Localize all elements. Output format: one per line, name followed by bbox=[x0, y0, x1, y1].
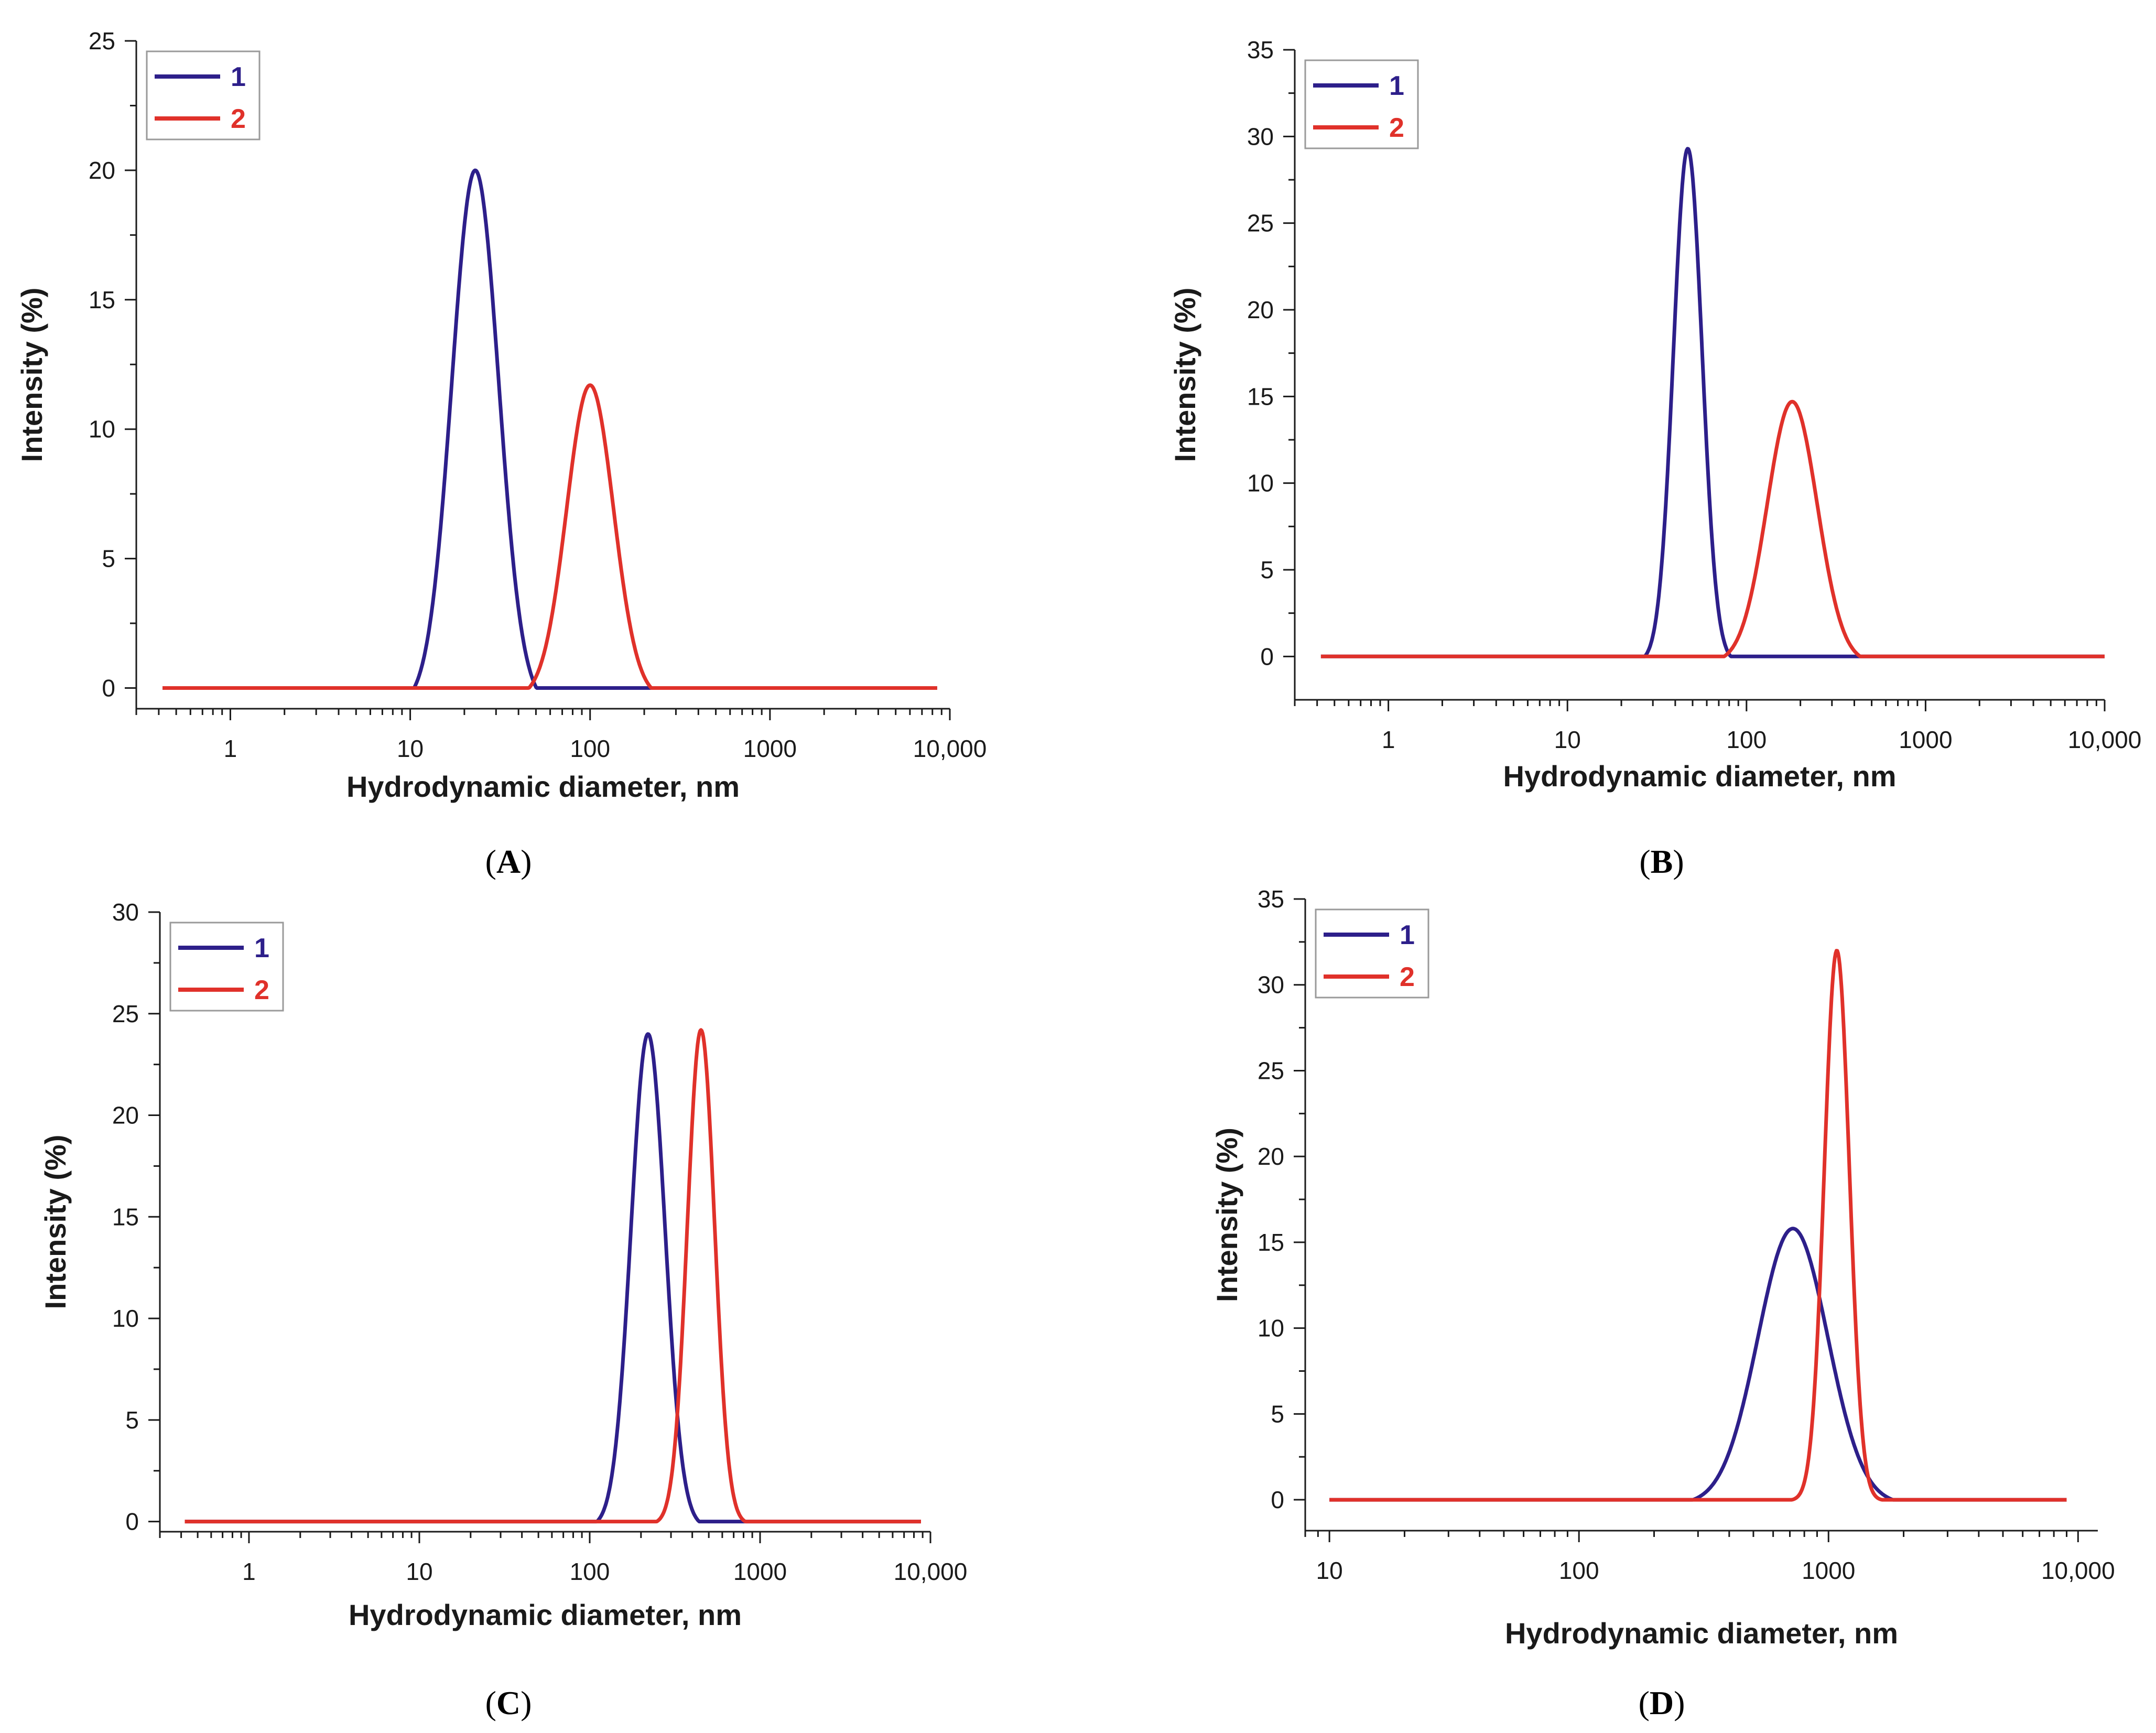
x-axis-title: Hydrodynamic diameter, nm bbox=[1503, 760, 1896, 793]
y-tick-label: 15 bbox=[1258, 1229, 1284, 1256]
x-tick-label: 100 bbox=[1559, 1557, 1599, 1584]
y-tick-label: 5 bbox=[1271, 1400, 1284, 1427]
y-tick-label: 0 bbox=[102, 674, 115, 701]
legend-box bbox=[146, 50, 261, 140]
y-axis-title: Intensity (%) bbox=[1168, 288, 1201, 462]
legend-label-1: 1 bbox=[1389, 71, 1404, 101]
x-tick-label: 100 bbox=[570, 1558, 610, 1585]
y-tick-label: 15 bbox=[1247, 383, 1274, 410]
y-tick-label: 25 bbox=[1258, 1057, 1284, 1084]
x-tick-label: 1 bbox=[1382, 726, 1395, 753]
series-2-line bbox=[1320, 399, 2106, 658]
x-tick-label: 100 bbox=[1726, 726, 1767, 753]
x-tick-label: 10 bbox=[406, 1558, 432, 1585]
series-1-line bbox=[183, 1032, 922, 1524]
y-tick-label: 15 bbox=[112, 1203, 139, 1230]
y-tick-label: 25 bbox=[89, 27, 115, 55]
legend-box bbox=[169, 922, 284, 1012]
y-tick-label: 5 bbox=[125, 1406, 139, 1434]
panel-label: (C) bbox=[485, 1684, 532, 1721]
x-tick-label: 10,000 bbox=[913, 735, 987, 762]
chart-panel-b: 0 5 10 15 20 25 30 35 1 10 100 1000 10,000 Hydrodynam… bbox=[1168, 36, 2141, 880]
x-axis-title: Hydrodynamic diameter, nm bbox=[346, 770, 740, 803]
y-tick-label: 35 bbox=[1247, 36, 1274, 63]
panel-label: (D) bbox=[1639, 1684, 1685, 1721]
legend-label-2: 2 bbox=[254, 975, 269, 1005]
series-2-line bbox=[1328, 949, 2068, 1502]
y-tick-label: 25 bbox=[1247, 210, 1274, 237]
y-tick-label: 30 bbox=[1258, 971, 1284, 999]
legend-label-1: 1 bbox=[231, 62, 246, 92]
y-tick-label: 10 bbox=[112, 1305, 139, 1332]
panel-label: (A) bbox=[485, 843, 532, 880]
y-axis-title: Intensity (%) bbox=[1210, 1128, 1243, 1302]
y-tick-label: 20 bbox=[1258, 1143, 1284, 1170]
y-tick-label: 20 bbox=[89, 157, 115, 184]
x-tick-label: 10,000 bbox=[894, 1558, 968, 1585]
chart-panel-d: 0 5 10 15 20 25 30 35 10 100 1000 10,000 Hydrodynami… bbox=[1210, 885, 2115, 1721]
y-axis-title: Intensity (%) bbox=[39, 1135, 72, 1309]
series-2-line bbox=[183, 1028, 922, 1524]
x-tick-label: 1 bbox=[224, 735, 237, 762]
y-axis-title: Intensity (%) bbox=[15, 288, 48, 462]
y-tick-label: 30 bbox=[112, 898, 139, 926]
x-tick-label: 1 bbox=[242, 1558, 256, 1585]
legend-label-1: 1 bbox=[1400, 920, 1415, 950]
x-tick-label: 10 bbox=[1554, 726, 1581, 753]
chart-panel-c: 0 5 10 15 20 25 30 1 10 100 1000 10,000 Hydrodynamic… bbox=[39, 898, 967, 1721]
y-tick-label: 35 bbox=[1258, 885, 1284, 913]
x-tick-label: 10,000 bbox=[2041, 1557, 2115, 1584]
y-tick-label: 10 bbox=[1258, 1315, 1284, 1342]
x-tick-label: 1000 bbox=[1802, 1557, 1855, 1584]
y-tick-label: 15 bbox=[89, 286, 115, 313]
legend-box bbox=[1304, 59, 1419, 149]
y-tick-label: 20 bbox=[1247, 296, 1274, 323]
x-tick-label: 1000 bbox=[1899, 726, 1952, 753]
y-tick-label: 0 bbox=[125, 1508, 139, 1535]
x-tick-label: 1000 bbox=[733, 1558, 787, 1585]
y-tick-label: 10 bbox=[1247, 470, 1274, 497]
x-axis-title: Hydrodynamic diameter, nm bbox=[1505, 1617, 1898, 1650]
panel-label: (B) bbox=[1639, 843, 1684, 880]
y-tick-label: 0 bbox=[1260, 643, 1274, 670]
series-1-line bbox=[1328, 1227, 2068, 1502]
y-tick-label: 5 bbox=[1260, 556, 1274, 583]
x-tick-label: 10 bbox=[1316, 1557, 1343, 1584]
x-tick-label: 10 bbox=[397, 735, 424, 762]
x-axis-title: Hydrodynamic diameter, nm bbox=[349, 1598, 742, 1631]
legend-label-2: 2 bbox=[1400, 962, 1415, 992]
y-tick-label: 0 bbox=[1271, 1486, 1284, 1513]
x-tick-label: 10,000 bbox=[2068, 726, 2142, 753]
series-1-line bbox=[161, 168, 938, 690]
legend-box bbox=[1315, 908, 1429, 999]
legend-label-2: 2 bbox=[1389, 113, 1404, 143]
y-tick-label: 5 bbox=[102, 545, 115, 572]
chart-panel-a: 0 5 10 15 20 25 1 10 100 1000 10,000 Hydrodynamic d… bbox=[15, 27, 987, 880]
y-tick-label: 20 bbox=[112, 1102, 139, 1129]
x-tick-label: 100 bbox=[570, 735, 610, 762]
series-2-line bbox=[161, 383, 938, 690]
y-tick-label: 30 bbox=[1247, 123, 1274, 150]
x-tick-label: 1000 bbox=[743, 735, 797, 762]
y-tick-label: 10 bbox=[89, 416, 115, 443]
legend-label-2: 2 bbox=[231, 104, 246, 134]
series-1-line bbox=[1320, 147, 2106, 658]
legend-label-1: 1 bbox=[254, 933, 269, 963]
y-tick-label: 25 bbox=[112, 1000, 139, 1027]
